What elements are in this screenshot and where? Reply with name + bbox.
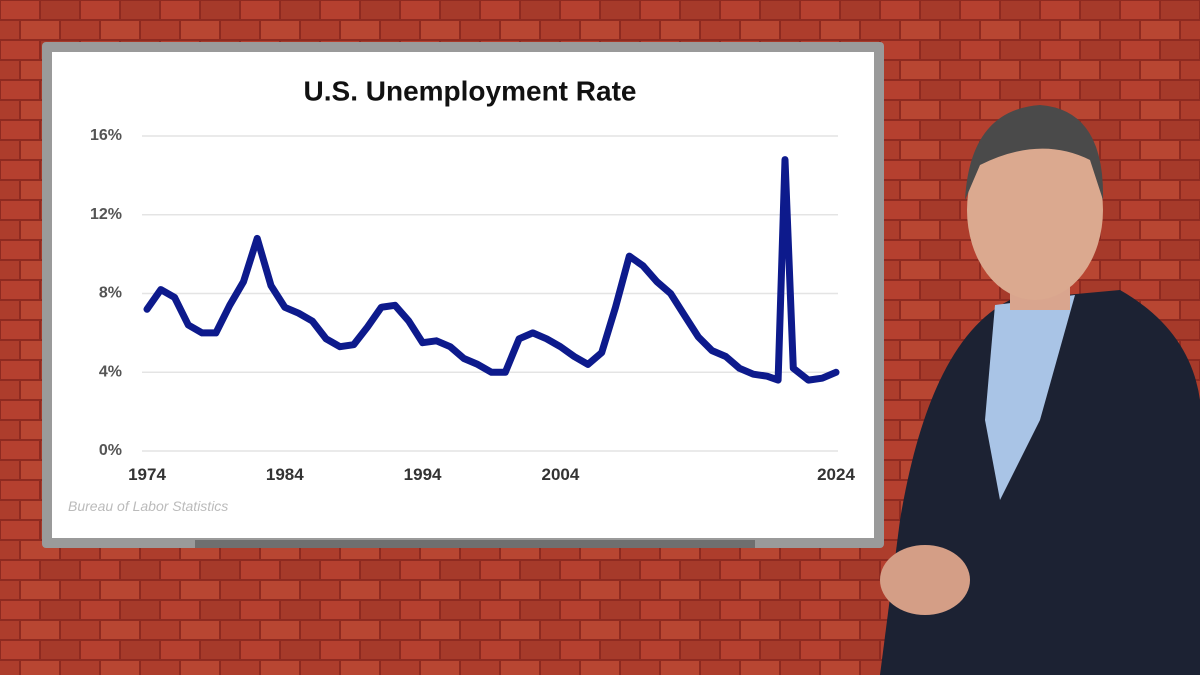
y-tick-label: 16% xyxy=(90,127,122,144)
x-tick-label: 2024 xyxy=(817,465,855,484)
x-tick-label: 1994 xyxy=(404,465,442,484)
y-tick-label: 12% xyxy=(90,206,122,223)
x-tick-label: 1974 xyxy=(128,465,166,484)
source-note: Bureau of Labor Statistics xyxy=(68,498,228,514)
x-tick-label: 2004 xyxy=(541,465,579,484)
chart: U.S. Unemployment Rate Bureau of Labor S… xyxy=(68,75,855,514)
presenter xyxy=(880,105,1200,675)
board xyxy=(52,52,874,538)
y-tick-label: 4% xyxy=(99,363,122,380)
board-tray xyxy=(195,540,755,548)
y-tick-label: 8% xyxy=(99,285,122,302)
data-line xyxy=(143,156,840,384)
y-tick-label: 0% xyxy=(99,442,122,459)
chart-title: U.S. Unemployment Rate xyxy=(304,75,637,106)
x-tick-label: 1984 xyxy=(266,465,304,484)
